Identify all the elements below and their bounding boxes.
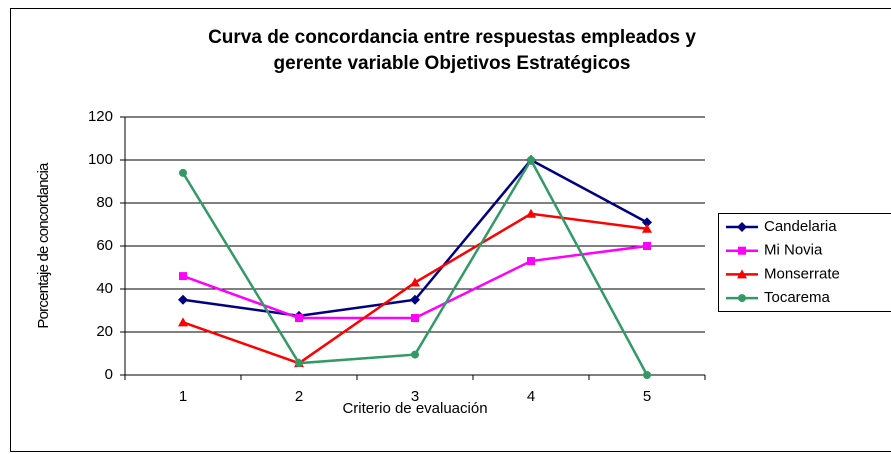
- marker: [738, 294, 746, 303]
- y-tick-label: 20: [96, 323, 113, 340]
- marker: [738, 246, 746, 255]
- marker: [178, 294, 188, 305]
- marker: [410, 277, 420, 287]
- legend-label: Mi Novia: [764, 242, 823, 259]
- marker: [526, 208, 536, 218]
- legend-label: Tocarema: [764, 289, 831, 306]
- marker: [178, 317, 188, 327]
- marker: [411, 350, 419, 359]
- y-tick-label: 80: [96, 194, 113, 211]
- x-tick-label: 1: [179, 388, 187, 405]
- marker: [295, 359, 303, 368]
- x-tick-label: 5: [643, 388, 651, 405]
- chart-title: Curva de concordancia entre respuestas e…: [208, 27, 696, 48]
- legend-label: Candelaria: [764, 218, 837, 235]
- legend-box: [718, 213, 891, 312]
- x-tick-label: 4: [527, 388, 535, 405]
- marker: [642, 217, 652, 228]
- marker: [527, 257, 535, 266]
- marker: [295, 314, 303, 323]
- y-tick-label: 120: [88, 108, 113, 125]
- y-tick-label: 40: [96, 280, 113, 297]
- marker: [410, 294, 420, 305]
- y-tick-label: 100: [88, 151, 113, 168]
- marker: [737, 269, 747, 279]
- y-axis-label: Porcentaje de concordancia: [35, 162, 52, 329]
- marker: [179, 168, 187, 177]
- x-tick-label: 3: [411, 388, 419, 405]
- legend-label: Monserrate: [764, 265, 840, 282]
- marker: [411, 314, 419, 323]
- chart-title: gerente variable Objetivos Estratégicos: [274, 53, 631, 74]
- x-axis-label: Criterio de evaluación: [342, 400, 487, 417]
- marker: [642, 223, 652, 233]
- x-tick-label: 2: [295, 388, 303, 405]
- marker: [179, 272, 187, 281]
- marker: [643, 371, 651, 379]
- marker: [643, 242, 651, 250]
- y-tick-label: 0: [105, 366, 113, 383]
- y-tick-label: 60: [96, 237, 113, 254]
- marker: [737, 222, 747, 232]
- marker: [527, 156, 535, 164]
